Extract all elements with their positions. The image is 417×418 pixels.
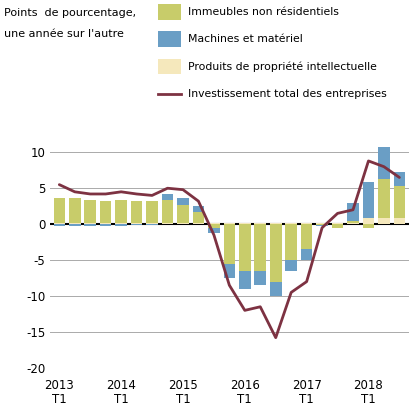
Bar xyxy=(363,218,374,224)
Text: 2017: 2017 xyxy=(292,379,322,392)
Text: 2016: 2016 xyxy=(230,379,260,392)
Bar xyxy=(224,224,235,264)
Bar xyxy=(378,147,390,179)
Bar xyxy=(285,224,297,260)
Bar xyxy=(53,198,65,223)
Bar xyxy=(193,223,204,224)
Bar xyxy=(378,218,390,224)
Bar xyxy=(177,223,189,224)
Bar xyxy=(116,224,127,226)
Bar xyxy=(347,203,359,221)
Bar xyxy=(69,198,80,223)
Bar xyxy=(363,183,374,218)
Bar xyxy=(254,271,266,285)
Bar xyxy=(378,179,390,218)
Bar xyxy=(131,201,142,223)
Bar xyxy=(100,201,111,223)
Bar xyxy=(239,224,251,271)
Bar xyxy=(347,221,359,224)
Bar xyxy=(84,223,96,224)
Bar xyxy=(193,212,204,223)
Bar xyxy=(301,249,312,260)
Bar xyxy=(131,224,142,225)
Bar xyxy=(363,224,374,228)
Text: 2018: 2018 xyxy=(354,379,383,392)
Bar xyxy=(146,201,158,223)
Text: Investissement total des entreprises: Investissement total des entreprises xyxy=(188,89,387,99)
Text: 2013: 2013 xyxy=(45,379,74,392)
Text: une année sur l'autre: une année sur l'autre xyxy=(4,29,124,39)
Bar xyxy=(84,200,96,223)
Bar xyxy=(177,198,189,205)
Bar xyxy=(285,260,297,271)
Bar xyxy=(270,282,281,296)
Text: Machines et matériel: Machines et matériel xyxy=(188,34,302,44)
Bar xyxy=(69,224,80,226)
Bar xyxy=(239,271,251,289)
Bar xyxy=(208,224,220,228)
Bar xyxy=(162,200,173,223)
Text: T1: T1 xyxy=(237,393,252,406)
Bar xyxy=(394,218,405,224)
Bar xyxy=(146,223,158,224)
Bar xyxy=(193,206,204,212)
Bar xyxy=(177,205,189,223)
Bar xyxy=(116,200,127,223)
Text: 2015: 2015 xyxy=(168,379,198,392)
Bar xyxy=(317,225,328,226)
Bar xyxy=(224,264,235,278)
Text: T1: T1 xyxy=(114,393,128,406)
Bar xyxy=(394,172,405,186)
Bar xyxy=(100,223,111,224)
Text: Produits de propriété intellectuelle: Produits de propriété intellectuelle xyxy=(188,61,377,72)
Bar xyxy=(53,223,65,224)
Text: T1: T1 xyxy=(176,393,190,406)
Bar xyxy=(394,186,405,218)
Bar xyxy=(131,223,142,224)
Bar xyxy=(270,224,281,282)
Text: Points  de pourcentage,: Points de pourcentage, xyxy=(4,8,136,18)
Bar xyxy=(53,224,65,226)
Bar xyxy=(317,224,328,225)
Bar xyxy=(162,194,173,200)
Bar xyxy=(69,223,80,224)
Text: 2014: 2014 xyxy=(106,379,136,392)
Text: T1: T1 xyxy=(52,393,67,406)
Bar xyxy=(146,224,158,225)
Bar xyxy=(116,223,127,224)
Bar xyxy=(84,224,96,226)
Bar xyxy=(332,224,343,228)
Bar xyxy=(254,224,266,271)
Bar xyxy=(100,224,111,226)
Bar xyxy=(162,223,173,224)
Text: Immeubles non résidentiels: Immeubles non résidentiels xyxy=(188,7,339,17)
Bar xyxy=(301,224,312,249)
Bar xyxy=(208,228,220,234)
Text: T1: T1 xyxy=(299,393,314,406)
Text: T1: T1 xyxy=(361,393,376,406)
